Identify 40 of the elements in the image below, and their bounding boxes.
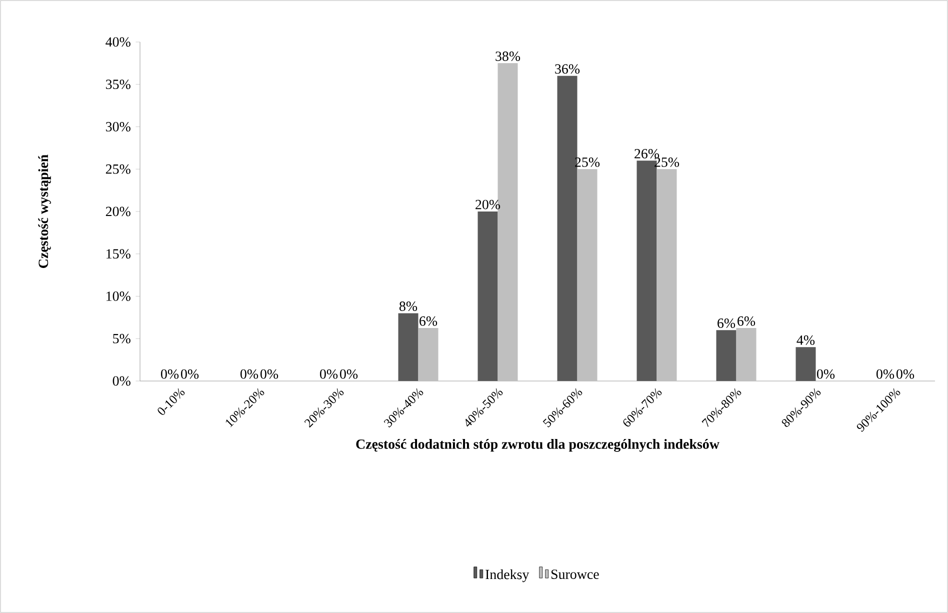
x-axis-title: Częstość dodatnich stóp zwrotu dla poszczególnych indeksów: [356, 439, 720, 452]
legend-label: Indeksy: [486, 569, 530, 582]
data-label: 25%: [654, 157, 680, 167]
bar: [478, 211, 498, 381]
y-tick-label: 25%: [106, 164, 130, 174]
bar: [736, 328, 756, 381]
y-axis-title: Częstość wystąpień: [38, 154, 51, 268]
data-label: 0%: [340, 369, 358, 379]
y-tick-label: 20%: [106, 206, 130, 216]
y-tick-label: 15%: [106, 249, 130, 259]
data-label: 36%: [555, 64, 580, 74]
data-label: 0%: [260, 369, 278, 379]
y-tick-label: 10%: [106, 292, 130, 301]
data-label: 0%: [876, 369, 894, 379]
data-label: 6%: [420, 316, 438, 326]
bar: [656, 169, 677, 381]
bar: [398, 313, 418, 381]
y-tick-label: 0%: [112, 376, 130, 386]
data-label: 8%: [399, 302, 418, 312]
data-label: 38%: [496, 52, 520, 61]
bar: [418, 328, 438, 381]
data-label: 0%: [896, 369, 914, 379]
legend-label: Surowce: [551, 570, 599, 579]
data-label: 0%: [320, 369, 338, 379]
y-tick-label: 35%: [106, 80, 130, 90]
data-label: 20%: [476, 200, 500, 210]
bar: [716, 330, 736, 381]
data-label: 0%: [160, 369, 179, 379]
bar: [577, 169, 598, 381]
bar: [796, 347, 816, 381]
data-label: 26%: [634, 148, 660, 158]
data-label: 6%: [718, 318, 736, 328]
data-label: 0%: [240, 369, 258, 379]
data-label: 0%: [180, 369, 199, 379]
y-tick-label: 30%: [106, 122, 130, 132]
data-label: 6%: [738, 316, 756, 326]
y-tick-label: 5%: [113, 334, 130, 344]
data-label: 0%: [816, 369, 835, 379]
y-tick-label: 40%: [106, 37, 130, 47]
data-label: 4%: [796, 335, 815, 345]
